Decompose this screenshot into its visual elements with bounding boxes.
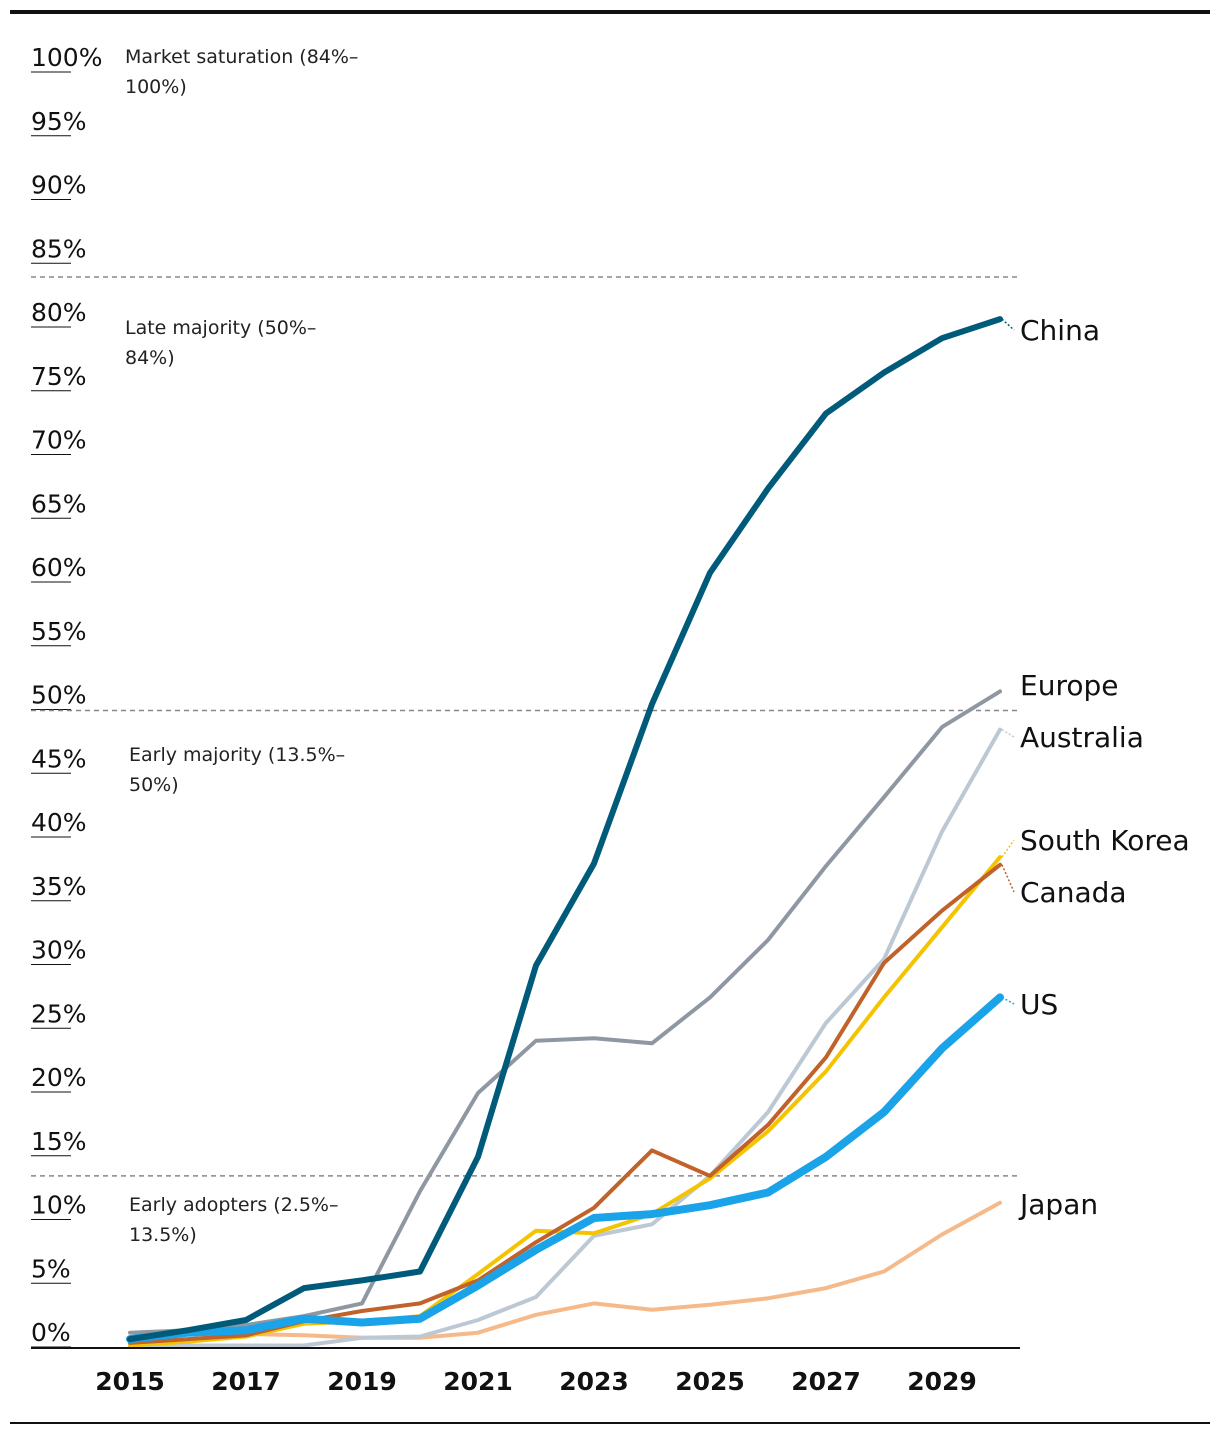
leader-south-korea (1001, 839, 1015, 858)
y-tick-label-25: 25% (31, 999, 87, 1028)
zone-label-line2-2: 50%) (129, 774, 179, 796)
series-line-japan (128, 1200, 1002, 1344)
zone-label-late-majority-50-84: Late majority (50%– (125, 317, 316, 339)
series-label-us: US (1020, 988, 1058, 1021)
leader-canada (1001, 864, 1015, 893)
x-axis: 2015 2017 2019 2021 2023 2025 2027 2029 (31, 1347, 1020, 1396)
zone-label-market-saturation-84-100: Market saturation (84%– (125, 46, 358, 68)
y-tick-label-15: 15% (31, 1127, 87, 1156)
series-label-japan: Japan (1018, 1188, 1098, 1221)
leader-australia (1001, 728, 1015, 738)
leader-china (1001, 318, 1015, 331)
x-tick-label-2021: 2021 (443, 1367, 513, 1396)
series-line-australia (128, 727, 1002, 1349)
y-tick-label-80: 80% (31, 298, 87, 327)
series-label-south-korea: South Korea (1020, 824, 1190, 857)
series-label-china: China (1020, 314, 1100, 347)
zone-label-line2-1: 84%) (125, 347, 175, 369)
y-tick-label-45: 45% (31, 744, 87, 773)
series-labels: Japan Australia Europe South Korea Canada US C… (1001, 314, 1190, 1221)
series-label-europe: Europe (1020, 669, 1118, 702)
zone-label-line2-0: 100%) (125, 76, 187, 98)
y-tick-label-30: 30% (31, 936, 87, 965)
y-tick-label-70: 70% (31, 426, 87, 455)
zone-label-early-majority-13-5-50: Early majority (13.5%– (129, 744, 345, 766)
x-tick-label-2015: 2015 (95, 1367, 165, 1396)
y-tick-label-65: 65% (31, 489, 87, 518)
y-tick-label-75: 75% (31, 362, 87, 391)
y-tick-label-20: 20% (31, 1063, 87, 1092)
y-tick-label-40: 40% (31, 808, 87, 837)
series-line-canada (128, 862, 1002, 1345)
x-tick-label-2017: 2017 (211, 1367, 281, 1396)
zone-label-line2-3: 13.5%) (129, 1224, 197, 1246)
series-line-us (126, 993, 1004, 1344)
zone-label-early-adopters-2-5-13-5: Early adopters (2.5%– (129, 1194, 338, 1216)
y-tick-label-85: 85% (31, 234, 87, 263)
series-label-canada: Canada (1020, 876, 1127, 909)
y-axis: 0% 5% 10% 15% 20% 25% 30% 35% 40% 45% 50% 55% 60% 65%… (31, 43, 102, 1348)
x-tick-label-2025: 2025 (675, 1367, 745, 1396)
y-tick-label-50: 50% (31, 681, 87, 710)
series-lines (126, 316, 1004, 1349)
y-tick-label-90: 90% (31, 171, 87, 200)
y-tick-label-55: 55% (31, 617, 87, 646)
x-tick-label-2027: 2027 (791, 1367, 861, 1396)
x-tick-label-2029: 2029 (907, 1367, 977, 1396)
y-tick-label-5: 5% (31, 1254, 71, 1283)
series-label-australia: Australia (1020, 721, 1144, 754)
y-tick-label-0: 0% (31, 1318, 71, 1347)
series-line-china (127, 316, 1003, 1343)
y-tick-label-100: 100% (31, 43, 102, 72)
x-tick-label-2023: 2023 (559, 1367, 629, 1396)
y-tick-label-60: 60% (31, 553, 87, 582)
y-tick-label-35: 35% (31, 872, 87, 901)
adoption-zones: Market saturation (84%– 100%) Late majorit… (31, 46, 1020, 1246)
y-tick-label-10: 10% (31, 1191, 87, 1220)
series-line-south-korea (128, 855, 1002, 1348)
x-tick-label-2019: 2019 (327, 1367, 397, 1396)
y-tick-label-95: 95% (31, 107, 87, 136)
